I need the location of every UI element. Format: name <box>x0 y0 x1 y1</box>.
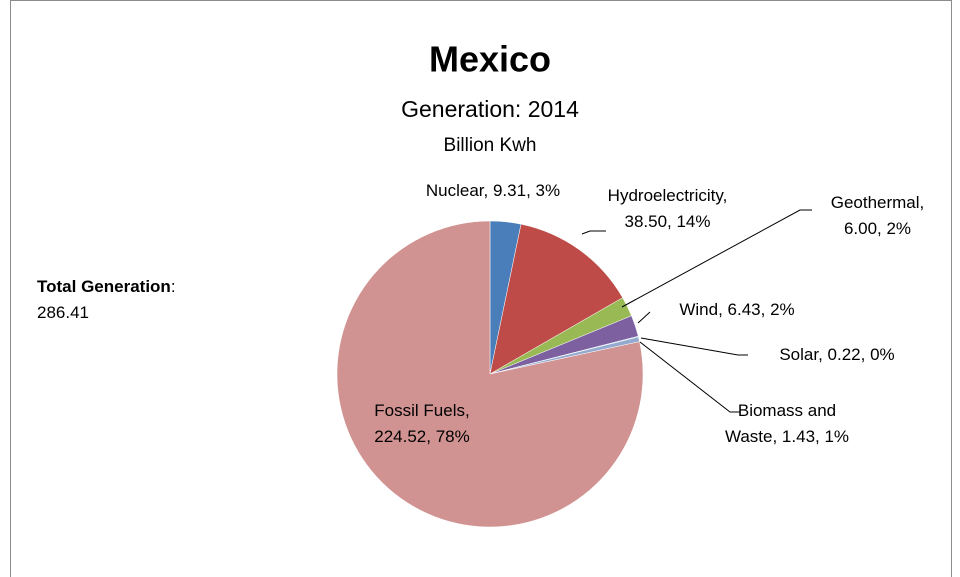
data-label: Geothermal, 6.00, 2% <box>830 193 925 238</box>
chart-subtitle: Generation: 2014 <box>401 96 579 122</box>
pie-slice <box>489 223 623 375</box>
total-annotation: Total Generation: 286.41 <box>37 274 176 326</box>
chart-frame <box>10 0 952 577</box>
data-label: Fossil Fuels, 224.52, 78% <box>374 401 470 446</box>
data-label: Biomass and Waste, 1.43, 1% <box>724 401 850 446</box>
data-label: Solar, 0.22, 0% <box>779 345 895 364</box>
total-value: 286.41 <box>37 303 89 322</box>
leader-line <box>640 337 748 356</box>
data-label: Hydroelectricity, 38.50, 14% <box>607 186 728 231</box>
leader-line <box>581 230 606 235</box>
pie-slice <box>336 220 644 528</box>
total-punct: : <box>170 277 176 296</box>
leader-line <box>621 209 812 308</box>
leader-line <box>639 341 740 413</box>
leader-line <box>637 311 651 324</box>
total-label: Total Generation <box>37 277 171 296</box>
chart-title: Mexico <box>429 39 551 80</box>
data-label: Nuclear, 9.31, 3% <box>425 181 561 200</box>
unit-label: Billion Kwh <box>444 135 537 156</box>
leader-lines <box>581 209 812 413</box>
data-label: Wind, 6.43, 2% <box>679 300 795 319</box>
